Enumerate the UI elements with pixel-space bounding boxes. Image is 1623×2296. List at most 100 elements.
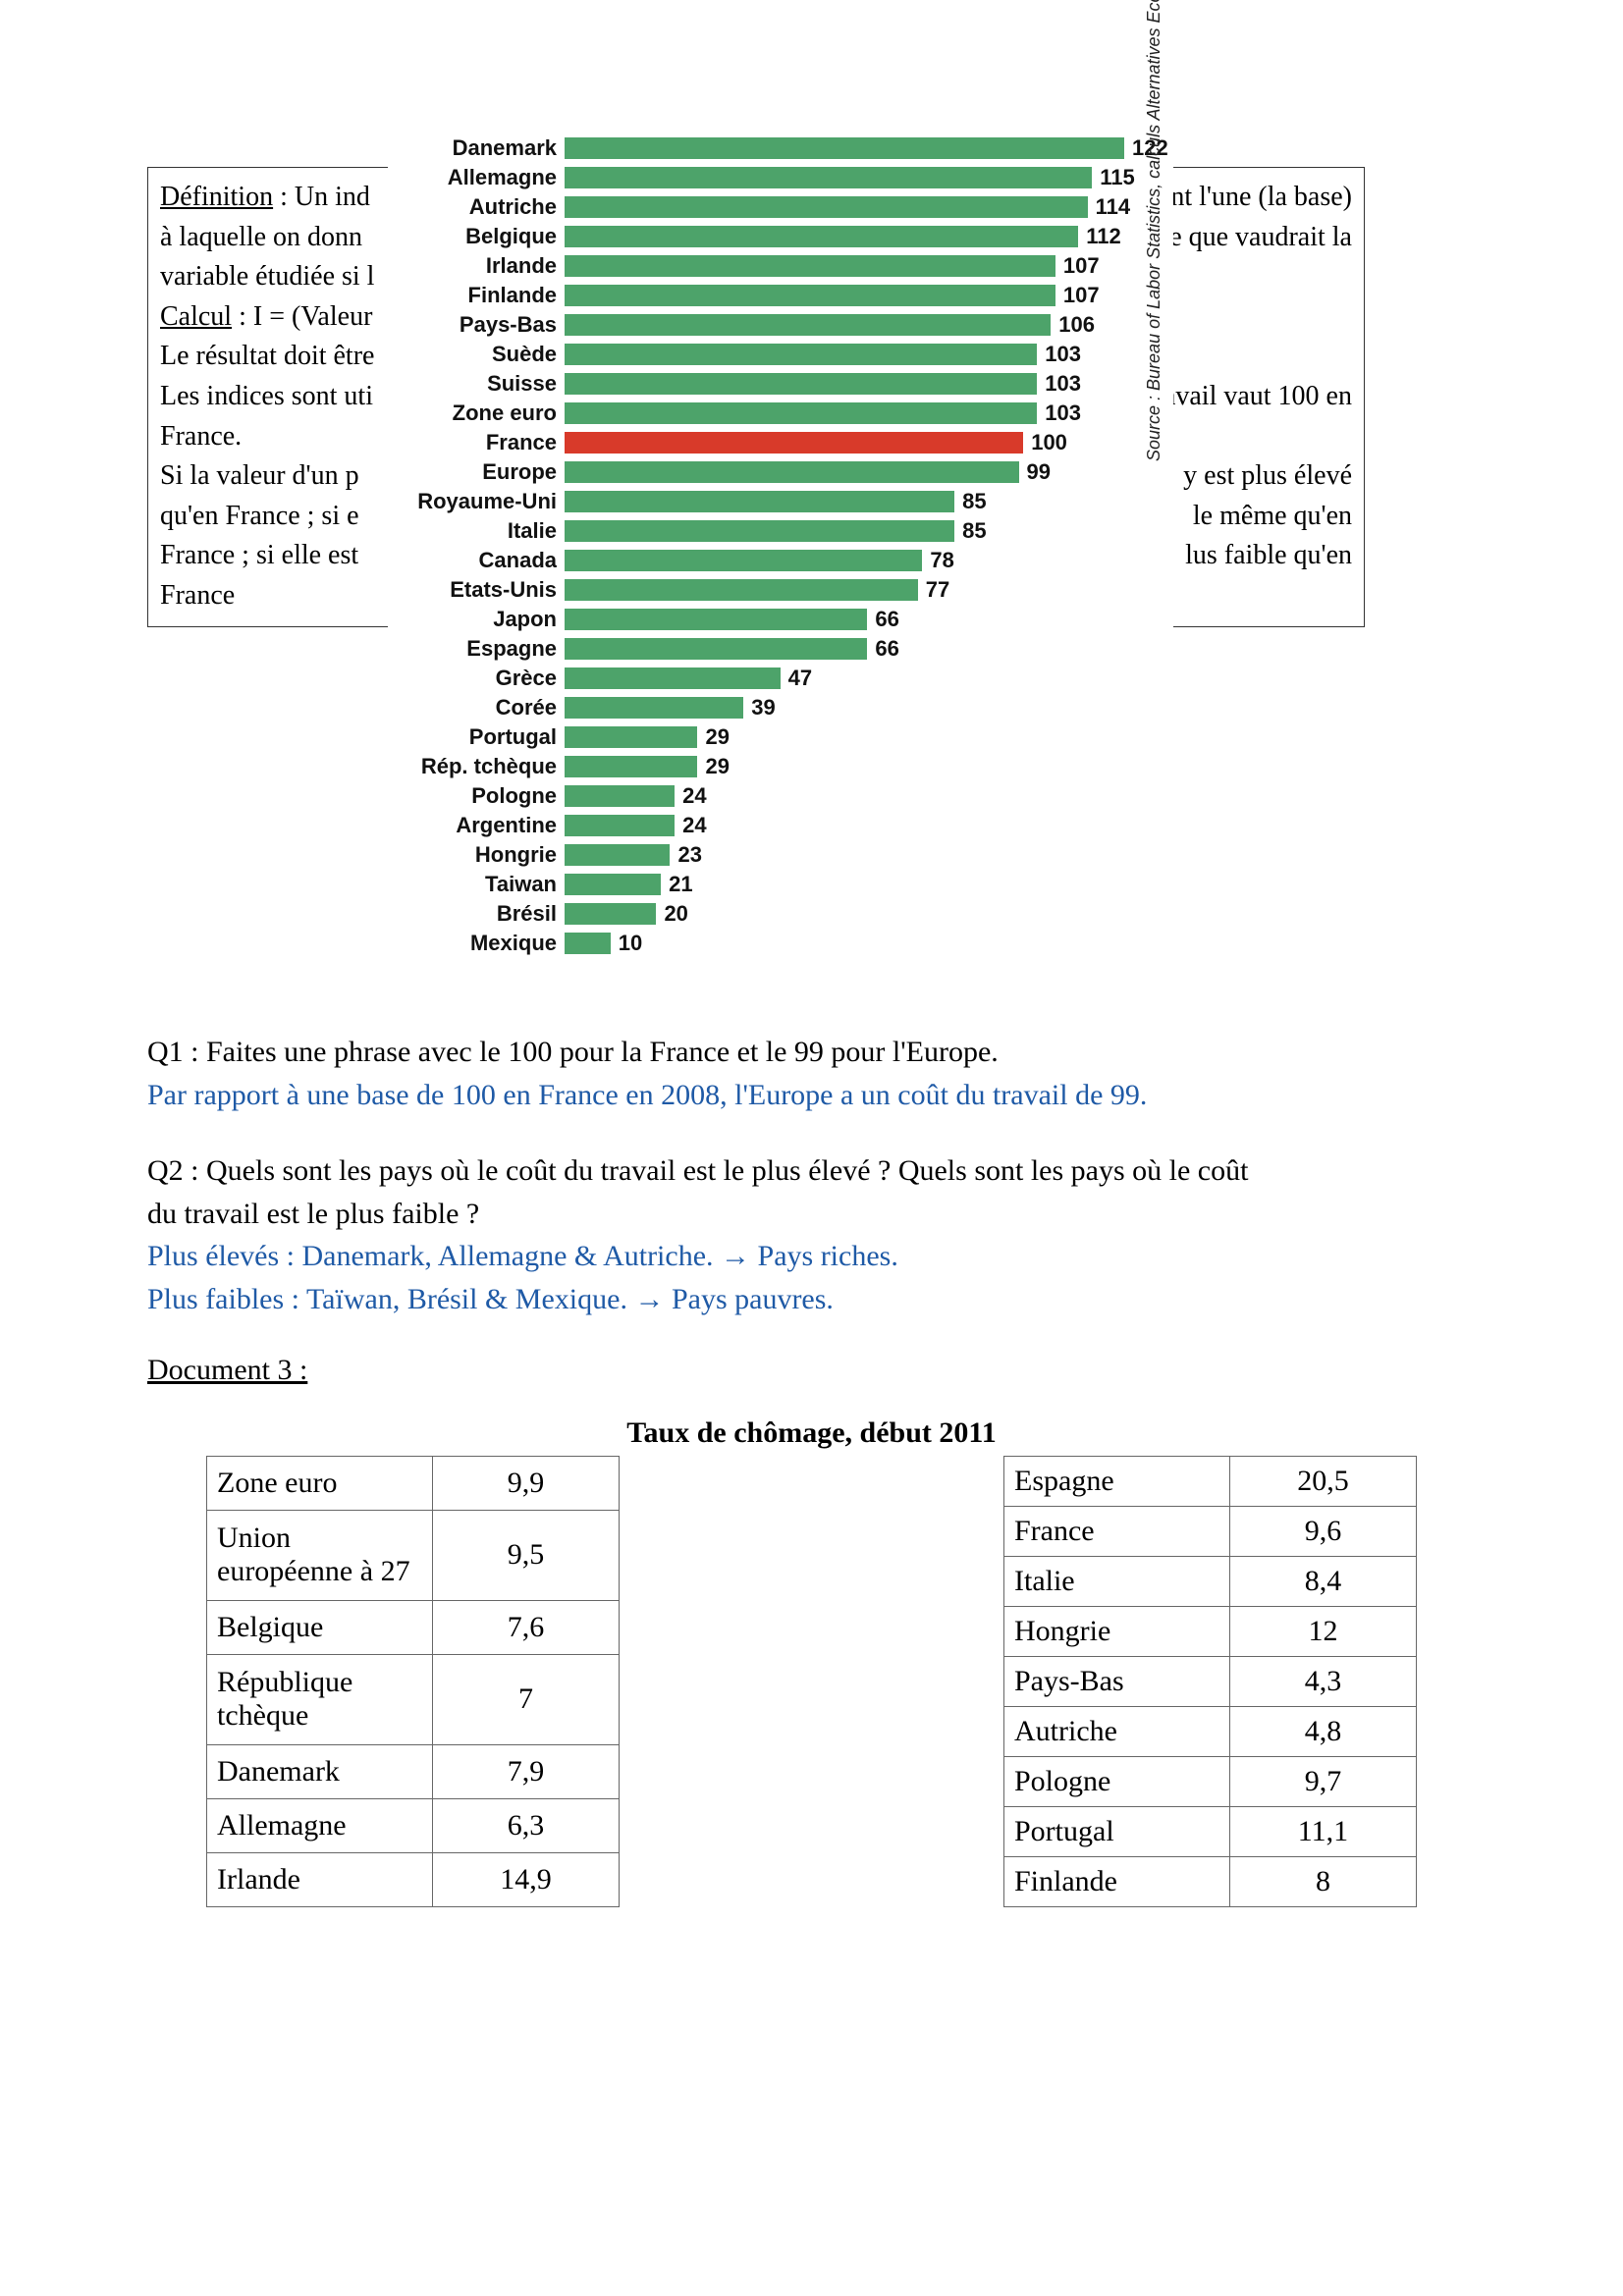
chart-track: 85 xyxy=(565,516,1173,546)
chart-value: 85 xyxy=(962,518,986,544)
chart-bar xyxy=(565,726,697,748)
chart-value: 114 xyxy=(1096,194,1131,220)
table-row: Finlande8 xyxy=(1004,1857,1417,1907)
value-cell: 7,9 xyxy=(433,1744,620,1798)
calc-label: Calcul xyxy=(160,301,232,332)
chart-track: 10 xyxy=(565,929,1173,958)
chart-value: 85 xyxy=(962,489,986,514)
a2-text-line1: Plus élevés : Danemark, Allemagne & Autr… xyxy=(147,1235,1476,1278)
country-cell: Hongrie xyxy=(1004,1607,1230,1657)
chart-bar xyxy=(565,579,918,601)
unemployment-table-right: Espagne20,5France9,6Italie8,4Hongrie12Pa… xyxy=(1003,1456,1417,1907)
value-cell: 9,6 xyxy=(1230,1507,1417,1557)
chart-row: Argentine24 xyxy=(388,811,1173,840)
table-row: Pologne9,7 xyxy=(1004,1757,1417,1807)
chart-row: Allemagne115 xyxy=(388,163,1173,192)
unemployment-table-left: Zone euro9,9Union européenne à 279,5Belg… xyxy=(206,1456,620,1907)
chart-track: 112 xyxy=(565,222,1173,251)
chart-track: 47 xyxy=(565,664,1173,693)
q2-text-line2: du travail est le plus faible ? xyxy=(147,1193,1476,1236)
table-title: Taux de chômage, début 2011 xyxy=(147,1416,1476,1450)
chart-bar xyxy=(565,550,922,571)
chart-bar xyxy=(565,196,1088,218)
country-cell: République tchèque xyxy=(207,1654,433,1744)
chart-bar xyxy=(565,461,1019,483)
chart-value: 20 xyxy=(664,901,687,927)
chart-row: Portugal29 xyxy=(388,722,1173,752)
chart-track: 78 xyxy=(565,546,1173,575)
a1-text: Par rapport à une base de 100 en France … xyxy=(147,1074,1476,1117)
value-cell: 20,5 xyxy=(1230,1457,1417,1507)
chart-bar xyxy=(565,255,1055,277)
chart-row: Taiwan21 xyxy=(388,870,1173,899)
chart-row: Autriche 114 xyxy=(388,192,1173,222)
country-cell: Autriche xyxy=(1004,1707,1230,1757)
chart-value: 103 xyxy=(1045,371,1081,397)
chart-label: Autriche xyxy=(388,194,565,220)
country-cell: Portugal xyxy=(1004,1807,1230,1857)
chart-label: Grèce xyxy=(388,666,565,691)
chart-label: Etats-Unis xyxy=(388,577,565,603)
country-cell: Finlande xyxy=(1004,1857,1230,1907)
chart-row: Brésil20 xyxy=(388,899,1173,929)
value-cell: 7,6 xyxy=(433,1600,620,1654)
chart-bar xyxy=(565,844,670,866)
value-cell: 4,3 xyxy=(1230,1657,1417,1707)
value-cell: 9,5 xyxy=(433,1511,620,1601)
chart-value: 21 xyxy=(669,872,692,897)
value-cell: 7 xyxy=(433,1654,620,1744)
chart-row: Espagne66 xyxy=(388,634,1173,664)
chart-value: 107 xyxy=(1063,253,1100,279)
chart-row: Suède103 xyxy=(388,340,1173,369)
chart-label: Suisse xyxy=(388,371,565,397)
chart-track: 23 xyxy=(565,840,1173,870)
chart-bar xyxy=(565,344,1037,365)
table-row: Belgique7,6 xyxy=(207,1600,620,1654)
chart-value: 10 xyxy=(619,931,642,956)
chart-row: Italie 85 xyxy=(388,516,1173,546)
value-cell: 12 xyxy=(1230,1607,1417,1657)
chart-label: Corée xyxy=(388,695,565,721)
table-row: Irlande14,9 xyxy=(207,1852,620,1906)
chart-bar xyxy=(565,373,1037,395)
chart-track: 115 xyxy=(565,163,1173,192)
chart-bar xyxy=(565,314,1051,336)
chart-track: 24 xyxy=(565,811,1173,840)
chart-label: Italie xyxy=(388,518,565,544)
chart-row: Japon 66 xyxy=(388,605,1173,634)
chart-label: Belgique xyxy=(388,224,565,249)
chart-value: 66 xyxy=(875,607,898,632)
chart-track: 103 xyxy=(565,369,1173,399)
chart-label: Royaume-Uni xyxy=(388,489,565,514)
chart-bar xyxy=(565,491,954,512)
chart-label: Argentine xyxy=(388,813,565,838)
chart-bar xyxy=(565,697,743,719)
chart-track: 103 xyxy=(565,340,1173,369)
chart-value: 112 xyxy=(1086,224,1121,249)
chart-track: 103 xyxy=(565,399,1173,428)
chart-track: 107 xyxy=(565,251,1173,281)
chart-bar xyxy=(565,167,1092,188)
chart-bar xyxy=(565,756,697,777)
chart-source: Source : Bureau of Labor Statistics, cal… xyxy=(1144,0,1164,461)
country-cell: Pays-Bas xyxy=(1004,1657,1230,1707)
country-cell: Zone euro xyxy=(207,1457,433,1511)
chart-track: 39 xyxy=(565,693,1173,722)
value-cell: 11,1 xyxy=(1230,1807,1417,1857)
chart-track: 29 xyxy=(565,722,1173,752)
chart-row: Canada78 xyxy=(388,546,1173,575)
country-cell: Danemark xyxy=(207,1744,433,1798)
chart-label: Mexique xyxy=(388,931,565,956)
chart-track: 99 xyxy=(565,457,1173,487)
chart-bar xyxy=(565,815,675,836)
chart-label: Finlande xyxy=(388,283,565,308)
table-row: République tchèque7 xyxy=(207,1654,620,1744)
chart-value: 103 xyxy=(1045,342,1081,367)
chart-label: Japon xyxy=(388,607,565,632)
chart-value: 103 xyxy=(1045,400,1081,426)
chart-row: Danemark122 xyxy=(388,133,1173,163)
chart-label: Pologne xyxy=(388,783,565,809)
table-row: France9,6 xyxy=(1004,1507,1417,1557)
chart-track: 100 xyxy=(565,428,1173,457)
table-row: Portugal11,1 xyxy=(1004,1807,1417,1857)
